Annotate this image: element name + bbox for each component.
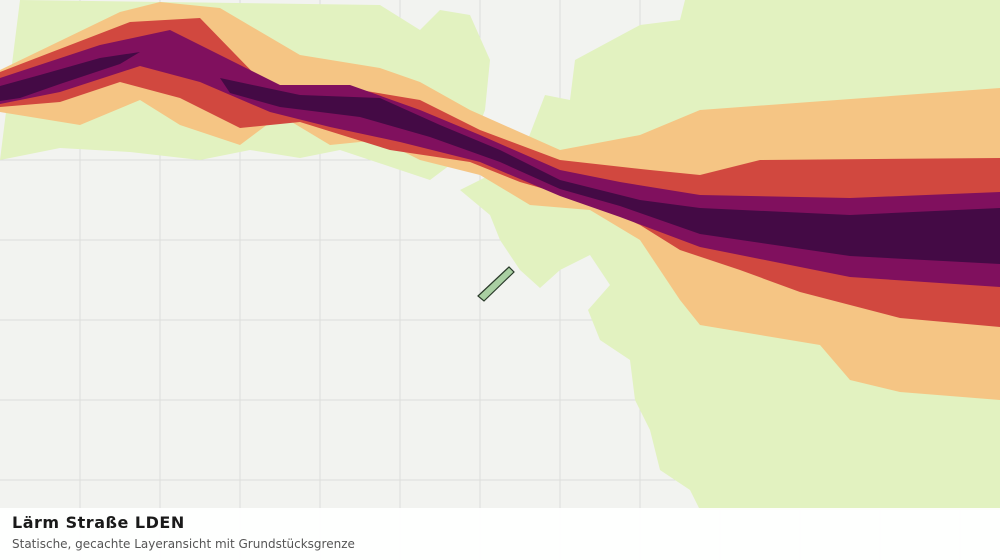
zone-extreme	[220, 78, 1000, 264]
zone-extreme	[0, 52, 140, 101]
parcel-boundary[interactable]	[477, 266, 515, 302]
caption-panel	[0, 508, 1000, 560]
noise-zones	[0, 0, 1000, 510]
layer-subtitle: Statische, gecachte Layeransicht mit Gru…	[12, 537, 355, 551]
layer-title: Lärm Straße LDEN	[12, 513, 185, 532]
